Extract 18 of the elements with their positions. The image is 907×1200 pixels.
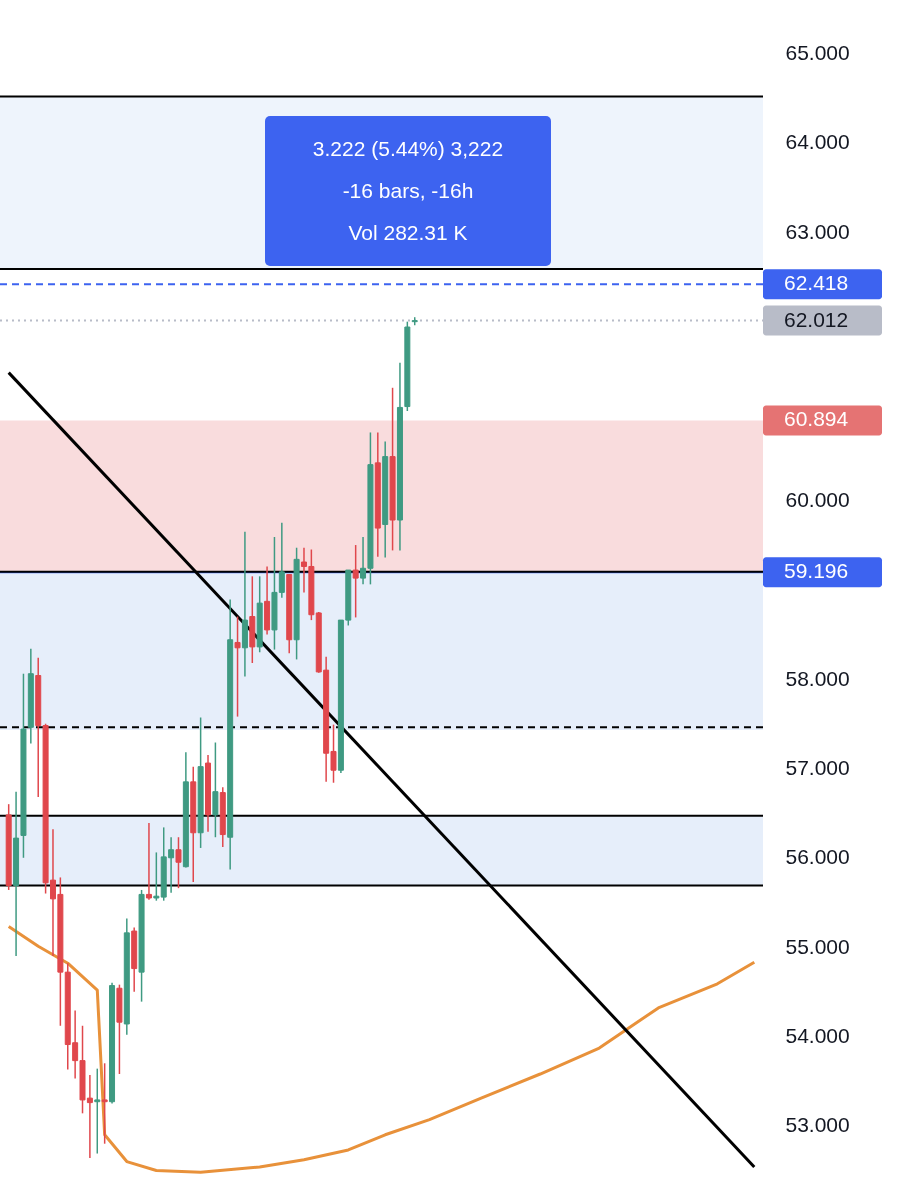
y-tick-label: 58.000 [785, 666, 850, 690]
y-tick-label: 53.000 [785, 1113, 850, 1137]
y-tick-label: 55.000 [785, 934, 850, 958]
annotation: -16 bars, -16h [341, 178, 475, 204]
y-tick-label: 65.000 [785, 41, 850, 65]
band-label: 60.894 [784, 407, 849, 431]
y-tick-label: 60.000 [785, 487, 850, 511]
info-box: 3.222 (5.44%) 3,222 -16 bars, -16h Vol 282.31 K [265, 116, 551, 266]
y-tick-label: 64.000 [785, 130, 850, 154]
y-tick-label: 57.000 [785, 755, 850, 779]
ref-line-label: 59.196 [784, 559, 849, 583]
ref-line-label: 62.012 [784, 307, 849, 331]
annotation: Vol 282.31 K [347, 220, 469, 246]
annotation: 3.222 (5.44%) 3,222 [311, 136, 505, 162]
y-tick-label: 56.000 [785, 845, 850, 869]
y-tick-label: 63.000 [785, 219, 850, 243]
ref-line-label: 62.418 [784, 271, 849, 295]
y-tick-label: 54.000 [785, 1023, 850, 1047]
